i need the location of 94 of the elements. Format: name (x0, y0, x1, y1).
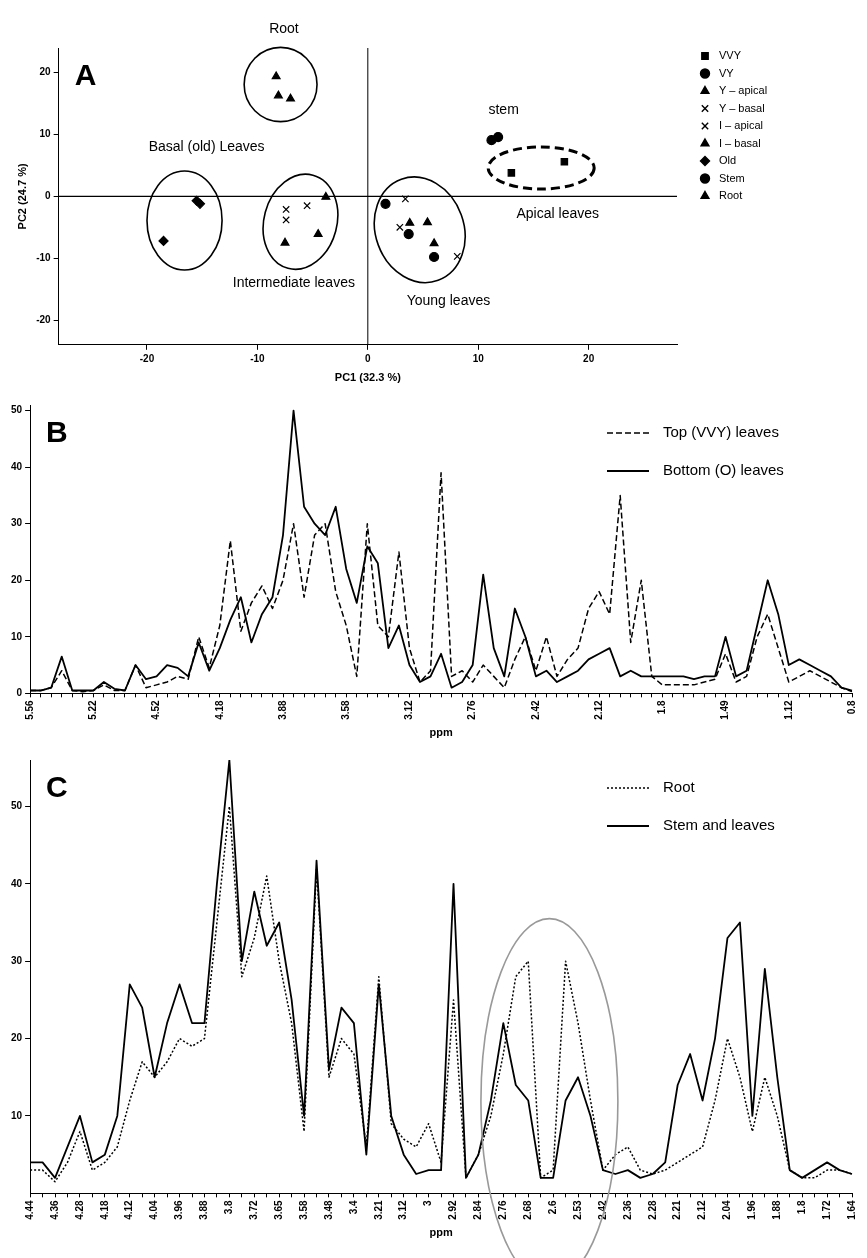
x-tick-label: 2.76 (497, 1199, 509, 1220)
legend-label: Root (719, 189, 743, 202)
y-tick-label: -10 (36, 251, 52, 263)
legend-label: Stem and leaves (663, 816, 775, 834)
x-axis-title: PC1 (32.3 %) (334, 371, 402, 384)
legend-label: Bottom (O) leaves (663, 461, 784, 479)
x-tick-label: 1.72 (820, 1199, 832, 1220)
x-tick-label: 4.44 (23, 1199, 35, 1220)
x-tick-label: 2.42 (529, 699, 541, 720)
x-tick-label: 3.4 (347, 1199, 359, 1215)
annotation: Apical leaves (516, 205, 599, 222)
x-tick-label: 3.88 (276, 699, 288, 720)
annotation: Intermediate leaves (232, 273, 355, 290)
x-tick-label: 3.48 (322, 1199, 334, 1220)
y-tick-label: 0 (16, 687, 23, 699)
x-tick-label: 3.8 (223, 1199, 235, 1215)
legend-label: VVY (719, 49, 742, 62)
x-tick-label: 3.58 (297, 1199, 309, 1220)
y-tick-label: 10 (11, 630, 23, 642)
chart-title: A (74, 58, 97, 92)
x-tick-label: 2.21 (671, 1199, 683, 1220)
y-tick-label: 20 (39, 66, 52, 78)
x-tick-label: -20 (139, 352, 155, 364)
x-tick-label: 2.68 (521, 1199, 533, 1220)
x-tick-label: 2.84 (472, 1199, 484, 1220)
y-tick-label: 20 (11, 574, 23, 586)
annotation: Young leaves (406, 292, 491, 309)
x-tick-label: 2.28 (646, 1199, 658, 1220)
x-tick-label: 1.64 (845, 1199, 857, 1220)
x-tick-label: 3.58 (339, 699, 351, 720)
x-tick-label: 1.49 (719, 699, 731, 720)
y-tick-label: 40 (11, 877, 23, 889)
annotation: stem (488, 101, 519, 118)
x-tick-label: 1.88 (771, 1199, 783, 1220)
y-tick-label: 10 (39, 128, 52, 140)
legend-label: Y – apical (719, 84, 768, 97)
text: Root (269, 20, 299, 37)
x-tick-label: 2.53 (571, 1199, 583, 1220)
x-tick-label: 4.18 (213, 699, 225, 720)
x-tick-label: 4.18 (98, 1199, 110, 1220)
x-tick-label: 2.92 (447, 1199, 459, 1220)
legend-label: Stem (719, 171, 745, 184)
x-tick-label: 3.72 (248, 1199, 260, 1220)
legend-label: Y – basal (719, 101, 765, 114)
x-axis-title: ppm (429, 726, 453, 739)
x-tick-label: 5.22 (87, 699, 99, 720)
x-tick-label: 1.8 (795, 1199, 807, 1215)
x-tick-label: 1.12 (782, 699, 794, 720)
x-tick-label: 2.12 (696, 1199, 708, 1220)
legend-label: I – apical (719, 119, 764, 132)
chart-title: B (46, 415, 68, 449)
x-tick-label: 10 (472, 352, 485, 364)
x-tick-label: 2.36 (621, 1199, 633, 1220)
x-tick-label: 20 (583, 352, 595, 364)
y-tick-label: 0 (45, 190, 52, 202)
x-tick-label: 4.52 (150, 699, 162, 720)
x-tick-label: 4.04 (148, 1199, 160, 1220)
legend-label: VY (719, 66, 735, 79)
x-tick-label: -10 (250, 352, 266, 364)
x-tick-label: 1.8 (656, 699, 668, 715)
y-tick-label: 10 (11, 1109, 23, 1121)
legend-label: Top (VVY) leaves (663, 423, 779, 441)
x-tick-label: 3 (422, 1199, 434, 1206)
y-tick-label: 40 (11, 460, 23, 472)
x-tick-label: 0.8 (845, 699, 857, 715)
y-tick-label: 30 (11, 517, 23, 529)
y-tick-label: 20 (11, 1032, 23, 1044)
x-axis-title: ppm (429, 1226, 453, 1239)
y-tick-label: 50 (11, 404, 23, 416)
x-tick-label: 1.96 (746, 1199, 758, 1220)
x-tick-label: 2.04 (721, 1199, 733, 1220)
x-tick-label: 2.76 (466, 699, 478, 720)
legend-label: I – basal (719, 136, 761, 149)
x-tick-label: 4.12 (123, 1199, 135, 1220)
x-tick-label: 2.12 (592, 699, 604, 720)
x-tick-label: 3.12 (397, 1199, 409, 1220)
y-tick-label: -20 (36, 313, 52, 325)
x-tick-label: 3.96 (173, 1199, 185, 1220)
x-tick-label: 3.88 (198, 1199, 210, 1220)
x-tick-label: 4.36 (48, 1199, 60, 1220)
annotation: Basal (old) Leaves (148, 137, 265, 154)
x-tick-label: 3.12 (403, 699, 415, 720)
chart-title: C (46, 770, 68, 804)
legend-label: Root (663, 778, 696, 796)
legend-label: Old (719, 154, 737, 167)
x-tick-label: 4.28 (73, 1199, 85, 1220)
x-tick-label: 3.21 (372, 1199, 384, 1220)
x-tick-label: 2.6 (546, 1199, 558, 1215)
x-tick-label: 0 (365, 352, 372, 364)
x-tick-label: 3.65 (272, 1199, 284, 1220)
y-axis-title: PC2 (24.7 %) (15, 163, 28, 230)
y-tick-label: 30 (11, 954, 23, 966)
x-tick-label: 5.56 (23, 699, 35, 720)
y-tick-label: 50 (11, 800, 23, 812)
